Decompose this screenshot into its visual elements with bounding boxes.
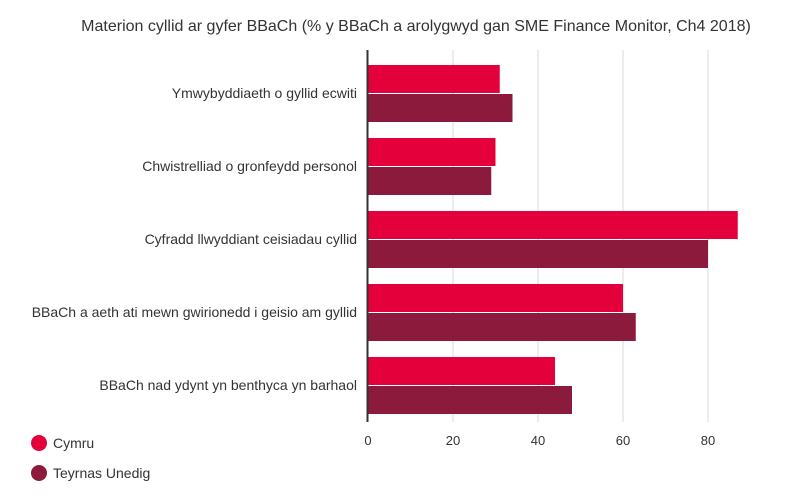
chart-title: Materion cyllid ar gyfer BBaCh (% y BBaC… <box>81 18 751 35</box>
category-labels: Ymwybyddiaeth o gyllid ecwiti Chwistrelli… <box>32 85 357 393</box>
x-tick-label: 20 <box>446 433 460 448</box>
x-axis-ticks: 0 20 40 60 80 <box>364 433 715 448</box>
legend-label[interactable]: Cymru <box>53 435 94 451</box>
category-label: Cyfradd llwyddiant ceisiadau cyllid <box>145 231 357 247</box>
bar-cymru[interactable] <box>368 211 738 239</box>
x-tick-label: 60 <box>616 433 630 448</box>
bars <box>368 65 738 414</box>
category-label: BBaCh a aeth ati mewn gwirionedd i geisi… <box>32 304 357 320</box>
bar-teyrnas-unedig[interactable] <box>368 386 572 414</box>
bar-cymru[interactable] <box>368 138 496 166</box>
category-label: Chwistrelliad o gronfeydd personol <box>142 158 357 174</box>
bar-cymru[interactable] <box>368 284 623 312</box>
bar-teyrnas-unedig[interactable] <box>368 240 708 268</box>
category-label: BBaCh nad ydynt yn benthyca yn barhaol <box>99 377 357 393</box>
legend-marker[interactable] <box>31 435 47 451</box>
x-tick-label: 40 <box>531 433 545 448</box>
category-label: Ymwybyddiaeth o gyllid ecwiti <box>172 85 357 101</box>
legend-marker[interactable] <box>31 465 47 481</box>
bar-cymru[interactable] <box>368 65 500 93</box>
bar-teyrnas-unedig[interactable] <box>368 167 492 195</box>
x-tick-label: 80 <box>701 433 715 448</box>
bar-teyrnas-unedig[interactable] <box>368 94 513 122</box>
bar-teyrnas-unedig[interactable] <box>368 313 636 341</box>
x-tick-label: 0 <box>364 433 371 448</box>
legend-label[interactable]: Teyrnas Unedig <box>53 465 150 481</box>
bar-cymru[interactable] <box>368 357 555 385</box>
legend[interactable]: Cymru Teyrnas Unedig <box>31 435 150 481</box>
